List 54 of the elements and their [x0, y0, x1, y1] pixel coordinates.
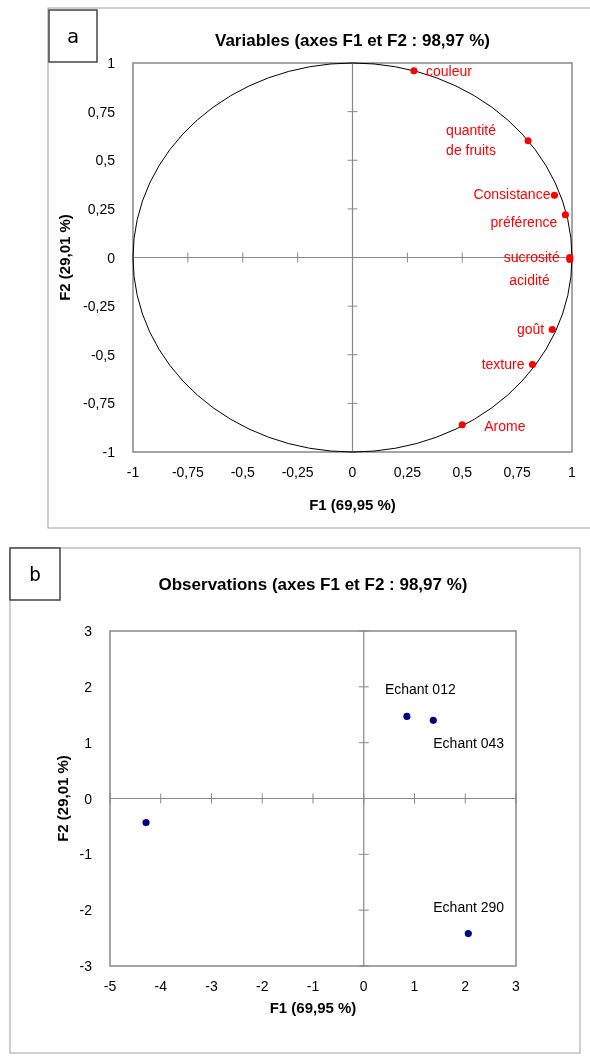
x-tick-label: -0,75 [171, 464, 205, 480]
x-tick-label: 2 [461, 978, 470, 994]
y-tick-label: -2 [79, 902, 93, 919]
annotation: goût [516, 321, 545, 338]
y-tick-label: -1 [79, 846, 93, 863]
x-tick-label: -2 [256, 978, 269, 994]
x-tick-label: 0 [359, 978, 368, 994]
x-tick-label: -3 [205, 978, 218, 994]
annotation: texture [481, 356, 525, 373]
y-tick-label: 0 [84, 790, 93, 807]
y-tick-label: 1 [107, 55, 116, 71]
annotation: Echant 012 [384, 681, 456, 698]
x-tick-label: 1 [410, 978, 419, 994]
x-axis-title: F1 (69,95 %) [269, 999, 357, 1016]
annotation: Arome [484, 417, 526, 434]
y-tick-label: -0,5 [90, 346, 116, 363]
y-axis-title: F2 (29,01 %) [56, 214, 73, 301]
y-tick-label: -1 [102, 444, 116, 460]
text: b [28, 562, 42, 586]
x-tick-label: -1 [306, 978, 320, 994]
x-tick-label: 1 [568, 464, 577, 480]
y-tick-label: 0 [107, 249, 116, 266]
y-axis-title: F2 (29,01 %) [54, 755, 71, 842]
x-tick-label: -4 [154, 978, 168, 994]
chart-title: Variables (axes F1 et F2 : 98,97 %) [215, 31, 490, 50]
text: a [66, 24, 80, 48]
y-tick-label: 0,75 [87, 103, 116, 120]
x-tick-label: -0,5 [230, 464, 256, 480]
chart-title: Observations (axes F1 et F2 : 98,97 %) [158, 575, 468, 594]
y-tick-label: 0,5 [95, 152, 116, 169]
x-tick-label: 0,75 [503, 464, 531, 480]
y-tick-label: -3 [79, 958, 93, 974]
y-tick-label: 3 [84, 623, 93, 639]
x-tick-label: 0,25 [393, 464, 422, 480]
annotation: acidité [509, 272, 551, 289]
x-tick-label: 0 [348, 464, 357, 480]
x-tick-label: -1 [126, 464, 140, 480]
annotation: Echant 043 [433, 735, 505, 752]
x-tick-label: 3 [512, 978, 521, 994]
annotation: couleur [425, 62, 473, 79]
x-tick-label: -0,25 [281, 464, 314, 480]
annotation: Consistance [473, 186, 551, 203]
annotation: sucrosité [503, 248, 561, 265]
x-axis-title: F1 (69,95 %) [309, 496, 396, 513]
x-tick-label: 0,5 [452, 464, 473, 480]
x-tick-label: -5 [103, 978, 117, 994]
y-tick-label: -0,25 [83, 298, 116, 315]
annotation: Echant 290 [433, 898, 505, 915]
y-tick-label: 1 [84, 734, 93, 751]
y-tick-label: 2 [84, 678, 93, 695]
y-tick-label: -0,75 [83, 395, 116, 412]
annotation: quantité de fruits [446, 121, 497, 158]
y-tick-label: 0,25 [87, 200, 116, 217]
annotation: préférence [490, 213, 558, 230]
